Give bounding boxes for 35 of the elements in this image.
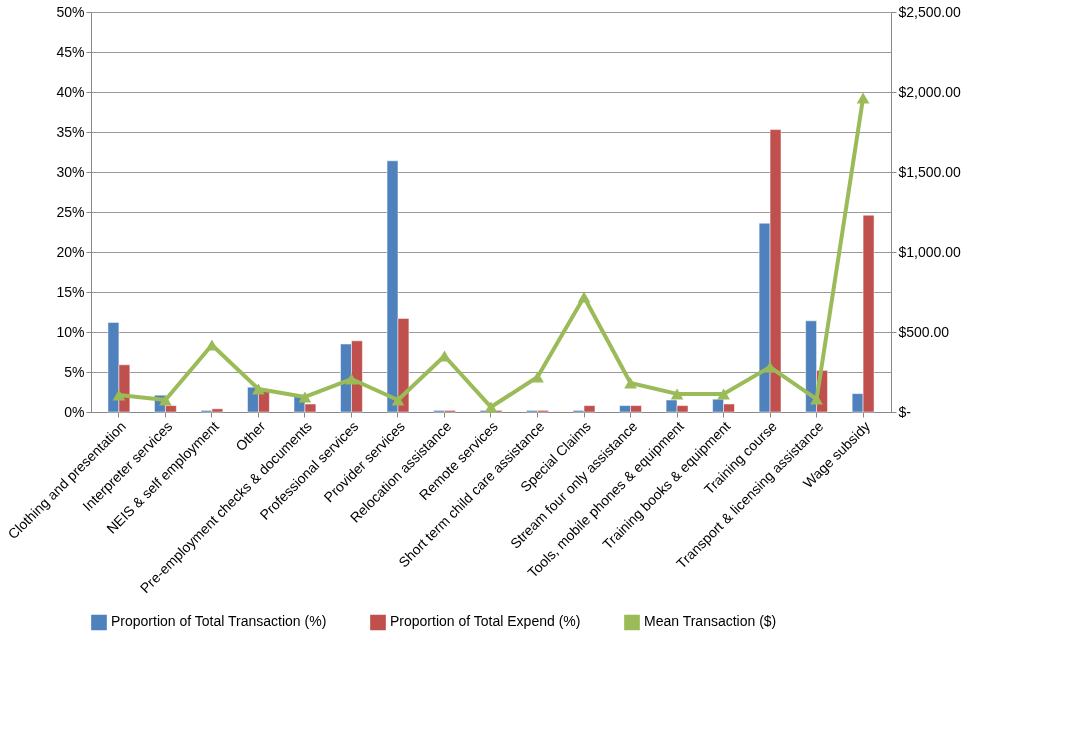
- y-tick-label: 5%: [64, 363, 85, 380]
- y2-tick-label: $2,000.00: [898, 83, 961, 100]
- y-tick-label: 35%: [56, 123, 85, 140]
- point: [531, 371, 544, 383]
- point: [856, 92, 870, 104]
- y-tick-label: 15%: [56, 283, 85, 300]
- point: [717, 388, 730, 400]
- y-tick-label: 25%: [56, 203, 85, 220]
- y-tick-label: 50%: [56, 3, 85, 20]
- y2-tick-label: $500.00: [898, 323, 950, 340]
- y-tick-label: 20%: [56, 243, 85, 260]
- legend-label: Proportion of Total Expend (%): [390, 613, 581, 630]
- legend-label: Mean Transaction ($): [644, 613, 777, 630]
- y2-tick-label: $2,500.00: [898, 3, 961, 20]
- y-tick-label: 30%: [56, 163, 85, 180]
- point: [298, 391, 312, 403]
- point: [763, 361, 777, 373]
- y-tick-label: 0%: [64, 403, 85, 420]
- point: [624, 377, 637, 389]
- point: [670, 388, 684, 400]
- point: [577, 291, 591, 303]
- point: [391, 394, 405, 406]
- y2-tick-label: $-: [898, 403, 912, 420]
- y2-tick-label: $1,000.00: [898, 243, 961, 260]
- y-tick-label: 45%: [56, 43, 85, 60]
- point: [205, 339, 219, 351]
- point: [252, 383, 265, 395]
- y2-tick-label: $1,500.00: [898, 163, 961, 180]
- y-tick-label: 10%: [56, 323, 85, 340]
- point: [345, 373, 358, 385]
- point: [159, 394, 172, 406]
- legend-label: Proportion of Total Transaction (%): [111, 613, 327, 630]
- point: [112, 389, 126, 401]
- point: [484, 401, 498, 413]
- y-tick-label: 40%: [56, 83, 85, 100]
